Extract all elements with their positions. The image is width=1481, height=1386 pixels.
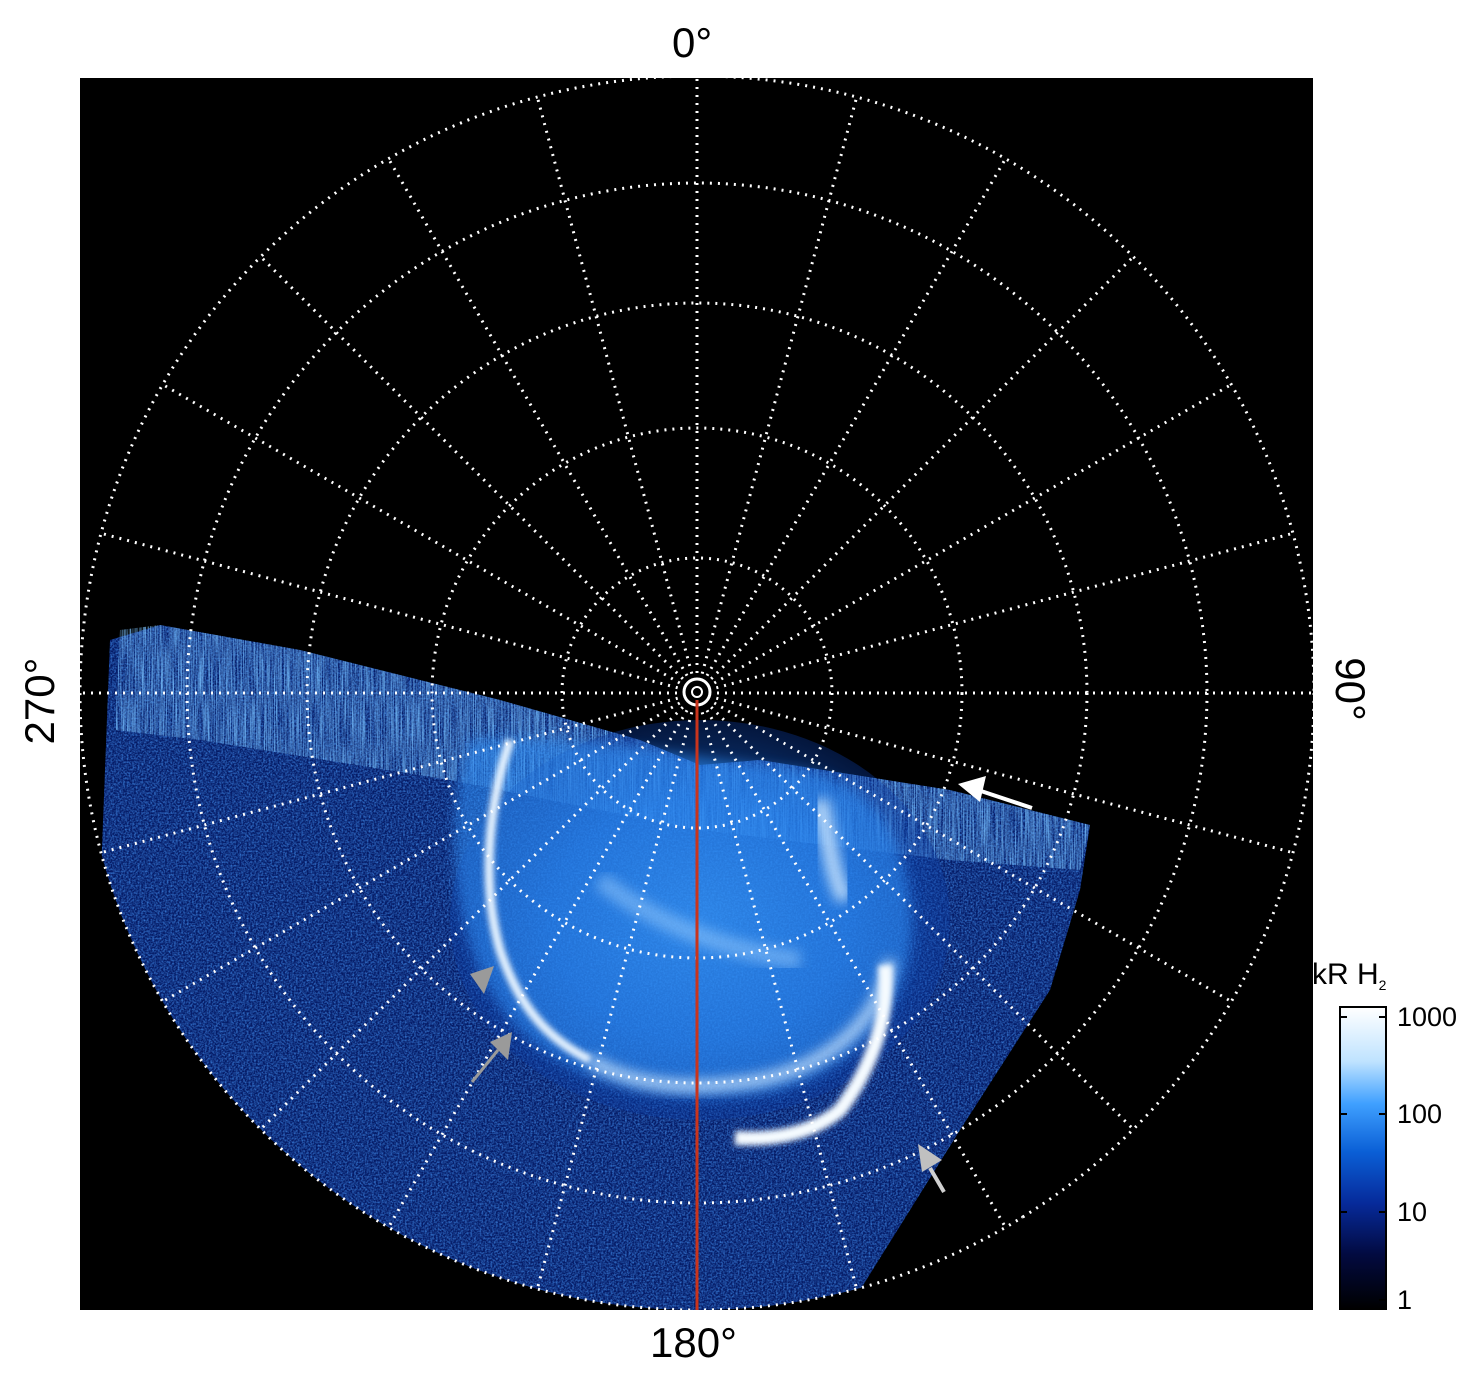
meridian-30 <box>705 157 1007 677</box>
meridian-300 <box>161 383 681 685</box>
meridian-240 <box>161 701 681 1003</box>
grey-arrow-lower-right <box>918 1144 946 1194</box>
meridian-120 <box>713 701 1233 1003</box>
colorbar-tick-1000: 1000 <box>1397 1002 1458 1032</box>
meridian-60 <box>713 383 1233 685</box>
longitude-label-180: 180° <box>650 1319 737 1366</box>
meridian-150 <box>705 709 1007 1229</box>
auroral-emission-image <box>100 625 1090 1310</box>
longitude-label-90: 90° <box>1327 657 1374 721</box>
white-arrow <box>958 776 1033 810</box>
meridian-225 <box>259 706 684 1131</box>
colorbar-title: kR H2 <box>1312 958 1387 993</box>
meridian-330 <box>387 157 689 677</box>
longitude-label-270: 270° <box>16 657 63 745</box>
longitude-label-0: 0° <box>672 19 713 66</box>
meridian-135 <box>710 706 1135 1131</box>
colorbar-tick-1: 1 <box>1397 1285 1413 1315</box>
meridian-315 <box>259 255 684 680</box>
meridian-15 <box>700 96 859 675</box>
colorbar-tick-100: 100 <box>1397 1099 1443 1129</box>
meridian-345 <box>535 96 694 675</box>
meridian-165 <box>700 711 859 1290</box>
meridian-105 <box>715 696 1294 855</box>
meridian-45 <box>710 255 1135 680</box>
meridian-255 <box>100 696 679 855</box>
colorbar <box>1339 1006 1387 1310</box>
meridian-285 <box>100 531 679 690</box>
grey-arrow-upper-left <box>470 966 494 994</box>
meridian-210 <box>387 709 689 1229</box>
colorbar-tick-10: 10 <box>1397 1197 1428 1227</box>
grey-arrow-lower-left <box>470 1032 512 1083</box>
meridian-75 <box>715 531 1294 690</box>
meridian-195 <box>535 711 694 1290</box>
